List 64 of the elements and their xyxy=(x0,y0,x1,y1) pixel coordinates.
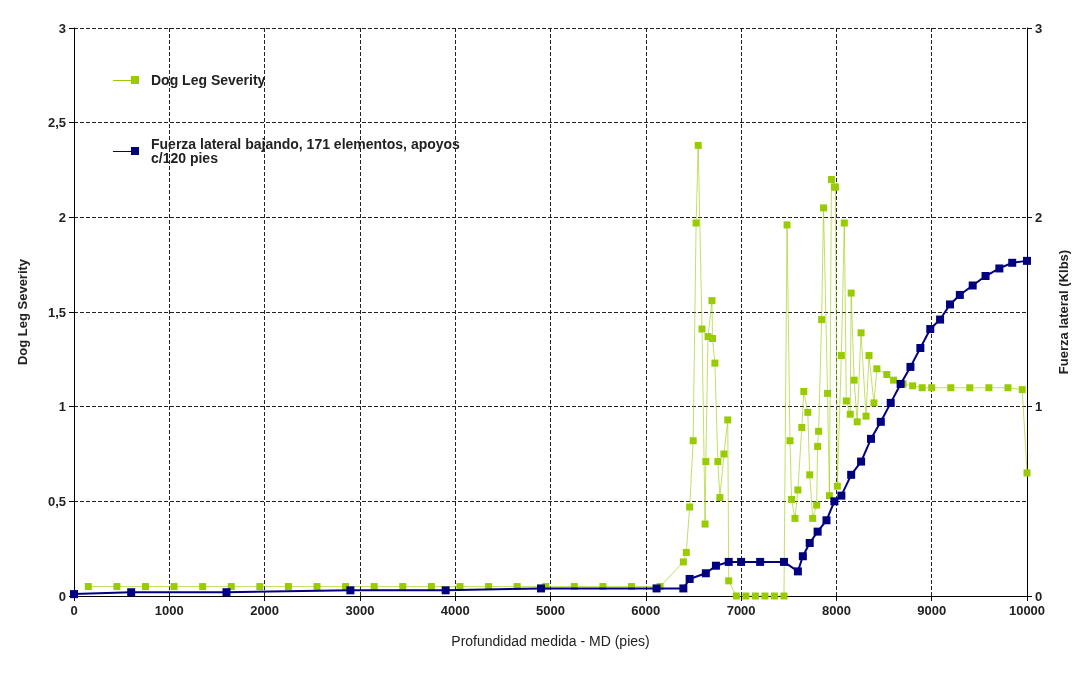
point xyxy=(822,516,831,525)
x-tick-label: 1000 xyxy=(154,603,184,618)
point xyxy=(737,557,746,566)
y-tick-label: 1,5 xyxy=(47,304,66,320)
x-tick-label: 5000 xyxy=(536,603,565,618)
y2-axis-title: Fuerza lateral (Klbs) xyxy=(1056,249,1071,375)
y-tick-label: 0 xyxy=(58,588,66,604)
y-tick-label: 1 xyxy=(58,399,66,415)
point xyxy=(866,434,875,443)
point xyxy=(652,584,661,593)
point xyxy=(756,557,765,566)
point xyxy=(724,557,733,566)
y-tick-label: 3 xyxy=(58,20,66,36)
point xyxy=(793,567,802,576)
legend-label: Dog Leg Severity xyxy=(151,72,266,88)
point xyxy=(813,527,822,536)
x-tick-label: 0 xyxy=(70,603,78,618)
x-tick-label: 9000 xyxy=(917,603,947,618)
point xyxy=(346,586,355,595)
point xyxy=(916,343,925,352)
x-tick-label: 8000 xyxy=(821,603,851,618)
point xyxy=(830,497,839,506)
point xyxy=(701,569,710,578)
y2-tick-label: 2 xyxy=(1035,209,1043,225)
x-axis-title: Profundidad medida - MD (pies) xyxy=(451,633,650,649)
point xyxy=(679,584,688,593)
point xyxy=(685,574,694,583)
y-tick-label: 0,5 xyxy=(47,493,66,509)
point xyxy=(837,491,846,500)
x-tick-label: 7000 xyxy=(726,603,756,618)
point xyxy=(536,584,545,593)
legend-label: Fuerza lateral bajando, 171 elementos, apoyos c/120 pies xyxy=(151,136,464,166)
point xyxy=(1008,258,1017,267)
point xyxy=(779,557,788,566)
point xyxy=(876,417,885,426)
point xyxy=(1023,256,1031,265)
x-tick-label: 2000 xyxy=(250,603,280,618)
point xyxy=(805,538,814,547)
point xyxy=(936,315,945,324)
point xyxy=(857,457,866,466)
x-tick-label: 6000 xyxy=(631,603,661,618)
point xyxy=(955,290,964,299)
y2-tick-label: 1 xyxy=(1035,399,1043,415)
point xyxy=(441,586,450,595)
point xyxy=(906,362,915,371)
point xyxy=(946,300,954,309)
x-tick-label: 10000 xyxy=(1008,603,1046,618)
point xyxy=(711,561,720,570)
y-tick-label: 2 xyxy=(58,209,66,225)
point xyxy=(886,398,895,407)
y2-tick-label: 0 xyxy=(1035,588,1043,604)
point xyxy=(926,325,935,334)
point xyxy=(222,588,231,597)
y2-tick-label: 3 xyxy=(1035,20,1043,36)
point xyxy=(127,588,136,597)
y-tick-label: 2,5 xyxy=(47,115,66,131)
point xyxy=(798,552,807,561)
x-tick-label: 3000 xyxy=(345,603,375,618)
point xyxy=(995,264,1004,273)
point xyxy=(847,470,856,479)
y-axis-title: Dog Leg Severity xyxy=(15,258,30,366)
x-tick-label: 4000 xyxy=(440,603,470,618)
point xyxy=(968,281,977,290)
point xyxy=(981,272,990,281)
